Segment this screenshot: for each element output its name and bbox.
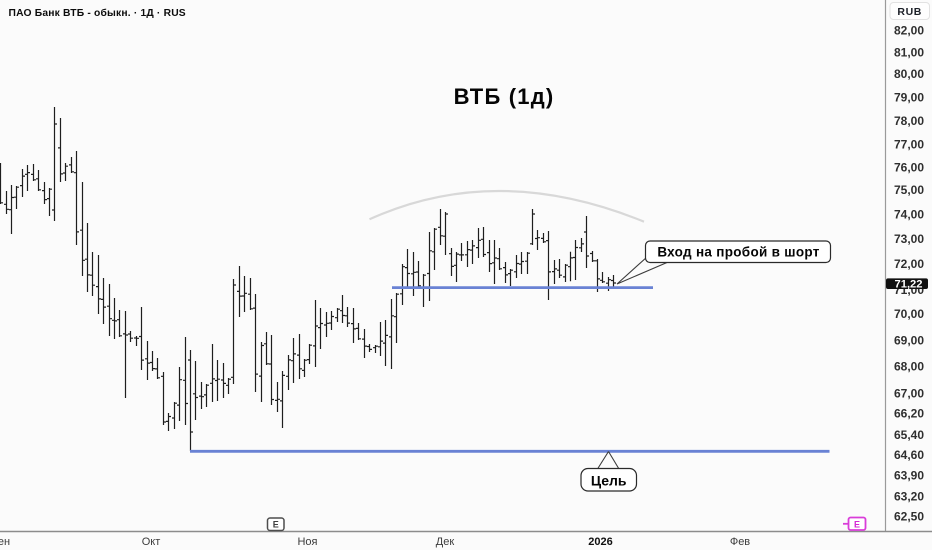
svg-text:70,00: 70,00 [894, 307, 924, 321]
svg-text:67,00: 67,00 [894, 387, 924, 401]
svg-text:71,22: 71,22 [895, 278, 923, 290]
svg-text:72,00: 72,00 [894, 257, 924, 271]
svg-text:65,40: 65,40 [894, 428, 924, 442]
svg-text:78,00: 78,00 [894, 114, 924, 128]
svg-text:ВТБ (1д): ВТБ (1д) [454, 84, 555, 109]
svg-text:76,00: 76,00 [894, 160, 924, 174]
svg-text:68,00: 68,00 [894, 360, 924, 374]
svg-text:77,00: 77,00 [894, 138, 924, 152]
svg-text:63,20: 63,20 [894, 489, 924, 503]
svg-text:66,20: 66,20 [894, 407, 924, 421]
svg-text:RUB: RUB [897, 6, 922, 18]
svg-text:ен: ен [0, 536, 10, 548]
svg-text:62,50: 62,50 [894, 509, 924, 523]
svg-text:Фев: Фев [730, 536, 750, 548]
svg-text:Окт: Окт [142, 536, 161, 548]
svg-text:2026: 2026 [588, 536, 612, 548]
svg-text:79,00: 79,00 [894, 91, 924, 105]
svg-text:73,00: 73,00 [894, 232, 924, 246]
svg-text:ПАО Банк ВТБ - обыкн. · 1Д · R: ПАО Банк ВТБ - обыкн. · 1Д · RUS [9, 7, 186, 19]
svg-text:63,90: 63,90 [894, 469, 924, 483]
svg-text:Вход на пробой в шорт: Вход на пробой в шорт [657, 245, 819, 260]
svg-text:80,00: 80,00 [894, 67, 924, 81]
svg-text:75,00: 75,00 [894, 183, 924, 197]
svg-text:Цель: Цель [591, 472, 627, 488]
svg-text:E: E [854, 519, 860, 529]
svg-text:82,00: 82,00 [894, 24, 924, 38]
svg-text:Ноя: Ноя [297, 536, 317, 548]
svg-text:64,60: 64,60 [894, 448, 924, 462]
svg-text:Дек: Дек [436, 536, 455, 548]
svg-text:81,00: 81,00 [894, 45, 924, 59]
svg-text:69,00: 69,00 [894, 333, 924, 347]
svg-text:74,00: 74,00 [894, 207, 924, 221]
svg-text:E: E [273, 520, 279, 530]
